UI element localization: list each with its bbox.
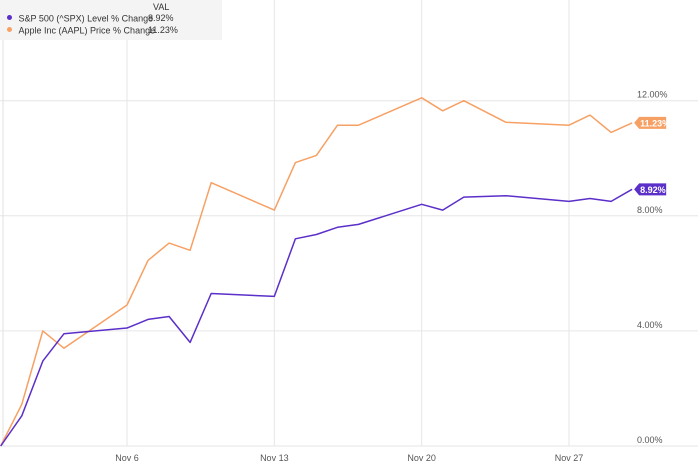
x-tick-label: Nov 27 xyxy=(555,453,584,463)
series-line-spx xyxy=(0,188,633,447)
y-tick-label: 4.00% xyxy=(637,320,663,330)
end-label-bg-spx xyxy=(634,183,667,196)
y-tick-label: 0.00% xyxy=(637,435,663,445)
legend-value-spx: 8.92% xyxy=(148,13,174,23)
end-label-aapl: 11.23% xyxy=(640,118,670,128)
end-label-spx: 8.92% xyxy=(640,185,666,195)
legend: VAL S&P 500 (^SPX) Level % Change 8.92% … xyxy=(0,0,222,40)
legend-label-spx: S&P 500 (^SPX) Level % Change xyxy=(18,13,154,24)
y-tick-label: 8.00% xyxy=(637,205,663,215)
legend-entry-spx[interactable]: S&P 500 (^SPX) Level % Change 8.92% xyxy=(7,13,174,25)
legend-marker-aapl xyxy=(7,27,12,33)
series-line-aapl xyxy=(0,97,633,447)
legend-label-aapl: Apple Inc (AAPL) Price % Change xyxy=(18,25,156,36)
legend-header: VAL xyxy=(153,2,170,12)
legend-entry-aapl[interactable]: Apple Inc (AAPL) Price % Change 11.23% xyxy=(7,25,178,37)
y-tick-label: 12.00% xyxy=(637,90,668,100)
end-label-bg-aapl xyxy=(634,116,667,129)
x-tick-label: Nov 13 xyxy=(260,453,289,463)
x-tick-label: Nov 6 xyxy=(115,453,139,463)
legend-value-aapl: 11.23% xyxy=(148,25,178,35)
x-tick-label: Nov 20 xyxy=(407,453,436,463)
legend-marker-spx xyxy=(7,15,12,21)
